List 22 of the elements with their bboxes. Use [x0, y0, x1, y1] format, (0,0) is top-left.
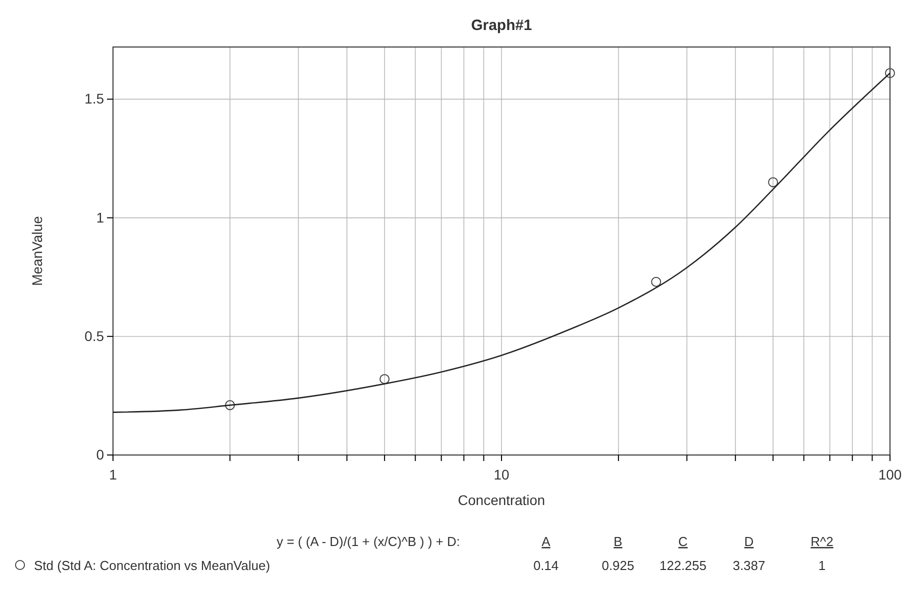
- x-axis-title: Concentration: [458, 492, 546, 508]
- x-tick-label: 100: [878, 466, 902, 482]
- text: 0.14: [533, 558, 559, 573]
- chart-title: Graph#1: [471, 17, 532, 34]
- y-axis-title: MeanValue: [29, 216, 45, 286]
- text: 122.255: [660, 558, 706, 573]
- text: B: [614, 534, 622, 549]
- text: 3.387: [732, 558, 766, 573]
- y-tick-label: 1: [96, 209, 104, 226]
- text: A: [542, 534, 551, 549]
- legend-label: Std (Std A: Concentration vs MeanValue): [34, 558, 270, 573]
- y-tick-label: 1.5: [84, 90, 104, 107]
- text: C: [678, 534, 688, 549]
- text: 1: [818, 558, 826, 573]
- text: D: [744, 534, 754, 549]
- text: 0.925: [602, 558, 634, 573]
- x-tick-label: 10: [494, 466, 510, 482]
- text: R^2: [810, 534, 834, 549]
- text: y = ( (A - D)/(1 + (x/C)^B ) ) + D:: [276, 534, 460, 549]
- y-tick-label: 0.5: [84, 328, 104, 344]
- x-tick-label: 1: [109, 466, 118, 482]
- y-tick-label: 0: [96, 446, 104, 462]
